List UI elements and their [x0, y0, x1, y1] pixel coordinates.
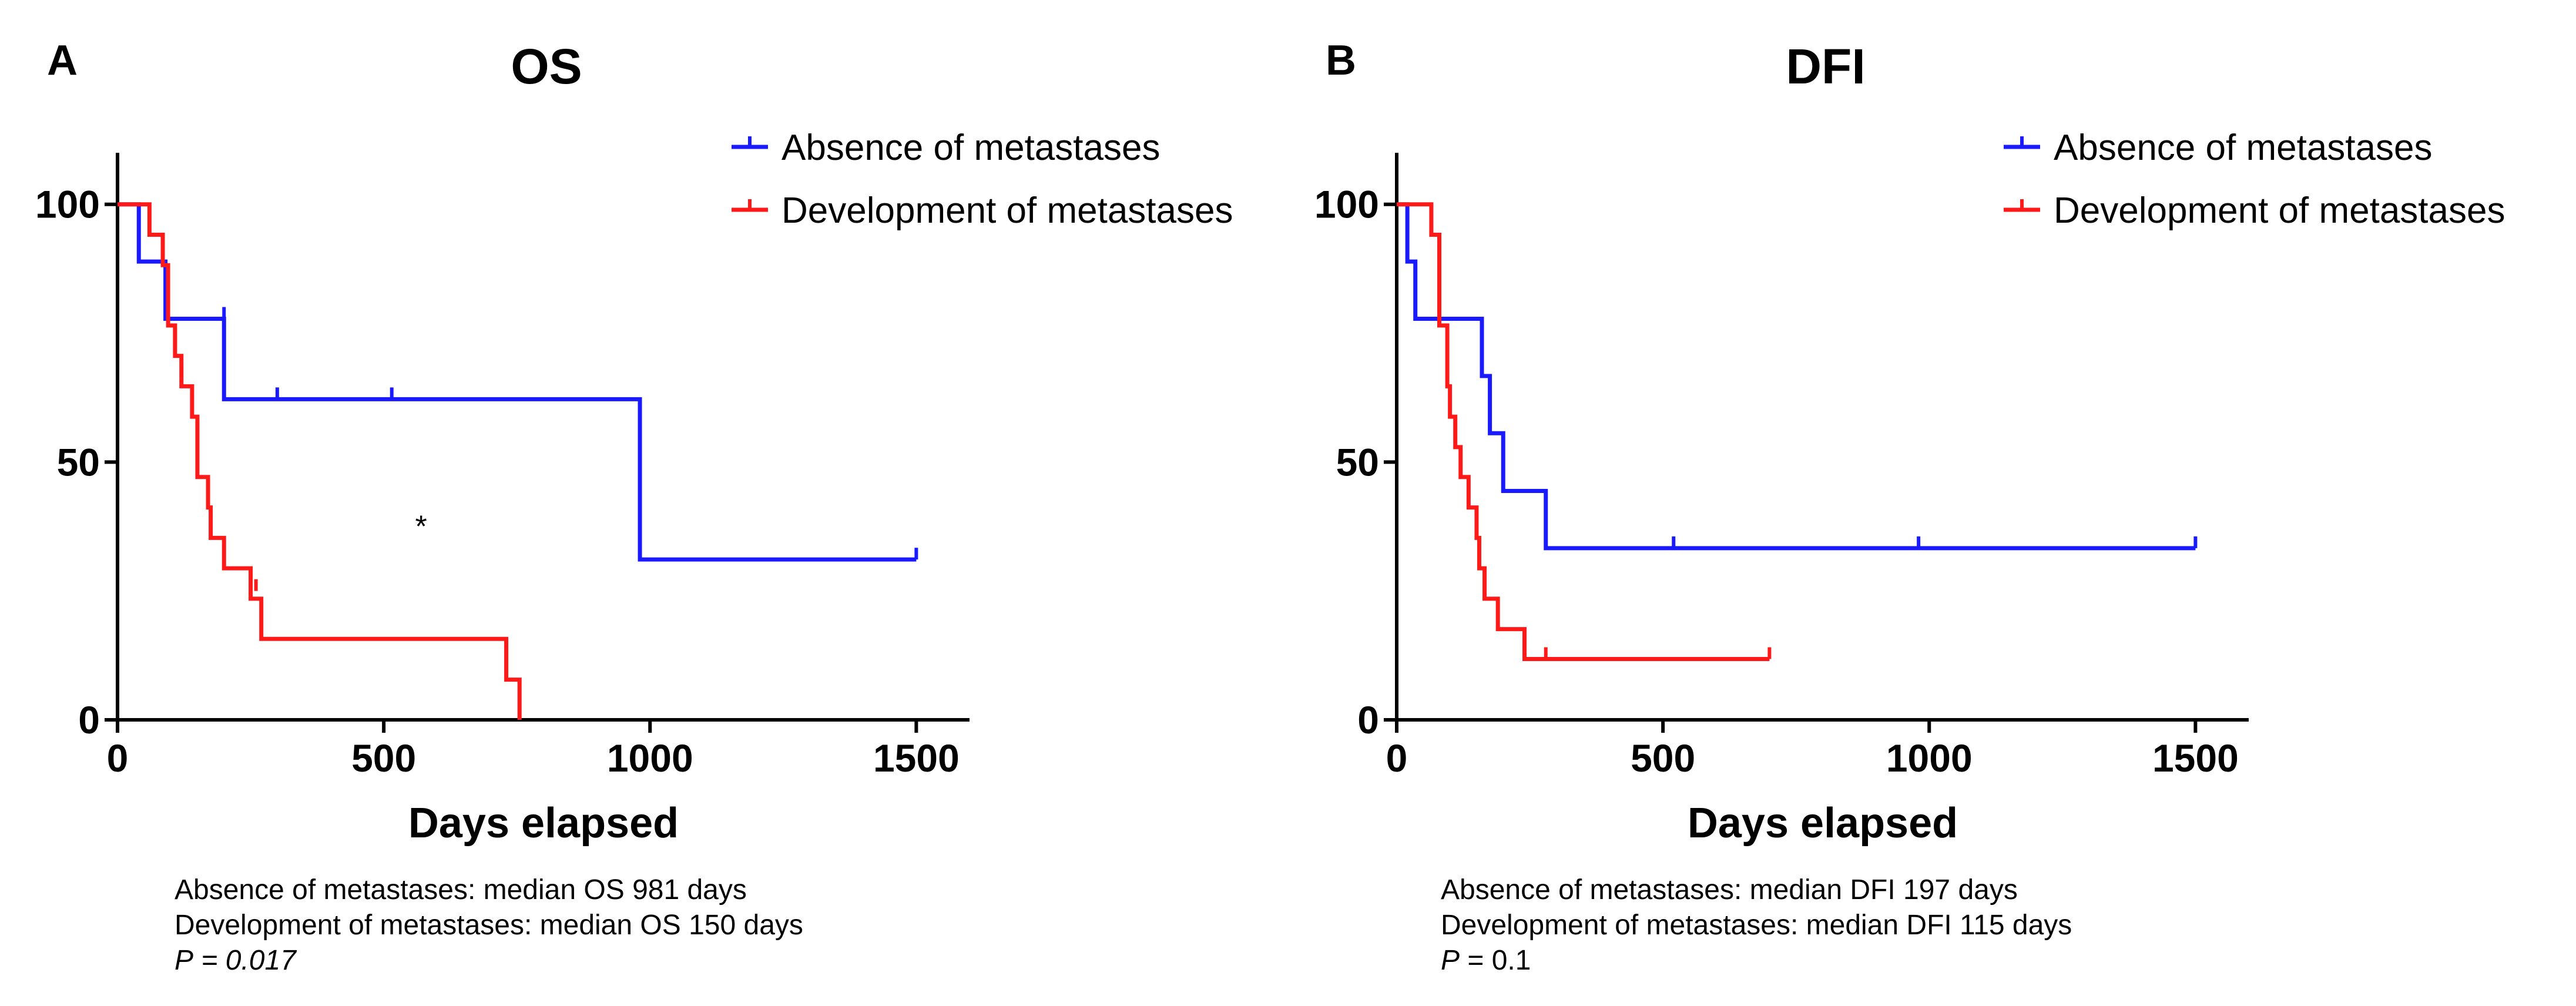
- x-tick-label: 1000: [607, 736, 693, 780]
- dfi-p-value: = 0.1: [1467, 945, 1531, 976]
- y-tick-label: 50: [57, 440, 100, 484]
- os-stat-absence: Absence of metastases: median OS 981 day…: [175, 874, 747, 906]
- os-p-label: P: [175, 945, 194, 976]
- x-tick-label: 0: [107, 736, 129, 780]
- dfi-p-label: P: [1441, 945, 1460, 976]
- legend-label: Absence of metastases: [781, 128, 1160, 168]
- x-axis-label: Days elapsed: [408, 800, 679, 847]
- y-tick-label: 100: [35, 183, 100, 226]
- series-absence-of-metastases-line: [1397, 202, 2196, 551]
- series-development-of-metastases-line: [1397, 202, 1770, 661]
- panel-a-letter: A: [47, 37, 78, 84]
- x-tick-label: 1500: [873, 736, 960, 780]
- series-absence-of-metastases-line: [118, 202, 917, 562]
- y-tick-label: 0: [78, 698, 100, 742]
- os-stat-development: Development of metastases: median OS 150…: [175, 910, 803, 941]
- chart-title: DFI: [1786, 39, 1865, 94]
- y-tick-label: 50: [1336, 440, 1379, 484]
- panel-b: DFI 0 50 100 0 500 1000 1500 Days elapsed Absence…: [1288, 0, 2576, 1006]
- significance-annotation: *: [415, 510, 427, 544]
- legend-label: Development of metastases: [2054, 190, 2505, 231]
- chart-title: OS: [511, 39, 582, 94]
- dfi-stat-absence: Absence of metastases: median DFI 197 da…: [1441, 874, 2018, 906]
- dfi-p-value-line: P = 0.1: [1441, 943, 2072, 978]
- dfi-stat-development: Development of metastases: median DFI 11…: [1441, 910, 2072, 941]
- series-development-of-metastases-line: [118, 202, 522, 720]
- panel-b-letter: B: [1326, 37, 1356, 84]
- x-tick-label: 500: [351, 736, 416, 780]
- dfi-stats: Absence of metastases: median DFI 197 da…: [1441, 873, 2072, 978]
- panel-a: OS 0 50 100 0 500 1000 1500 Days elapsed Absence …: [35, 37, 1233, 978]
- x-tick-label: 500: [1631, 736, 1695, 780]
- y-tick-label: 100: [1314, 183, 1379, 226]
- os-stats: Absence of metastases: median OS 981 day…: [175, 873, 803, 978]
- os-p-value-line: P = 0.017: [175, 943, 803, 978]
- x-tick-label: 0: [1386, 736, 1408, 780]
- legend-label: Absence of metastases: [2054, 128, 2432, 168]
- y-tick-label: 0: [1357, 698, 1379, 742]
- legend-label: Development of metastases: [781, 190, 1233, 231]
- os-p-value: = 0.017: [201, 945, 296, 976]
- x-tick-label: 1500: [2152, 736, 2239, 780]
- x-axis-label: Days elapsed: [1688, 800, 1958, 847]
- x-tick-label: 1000: [1886, 736, 1973, 780]
